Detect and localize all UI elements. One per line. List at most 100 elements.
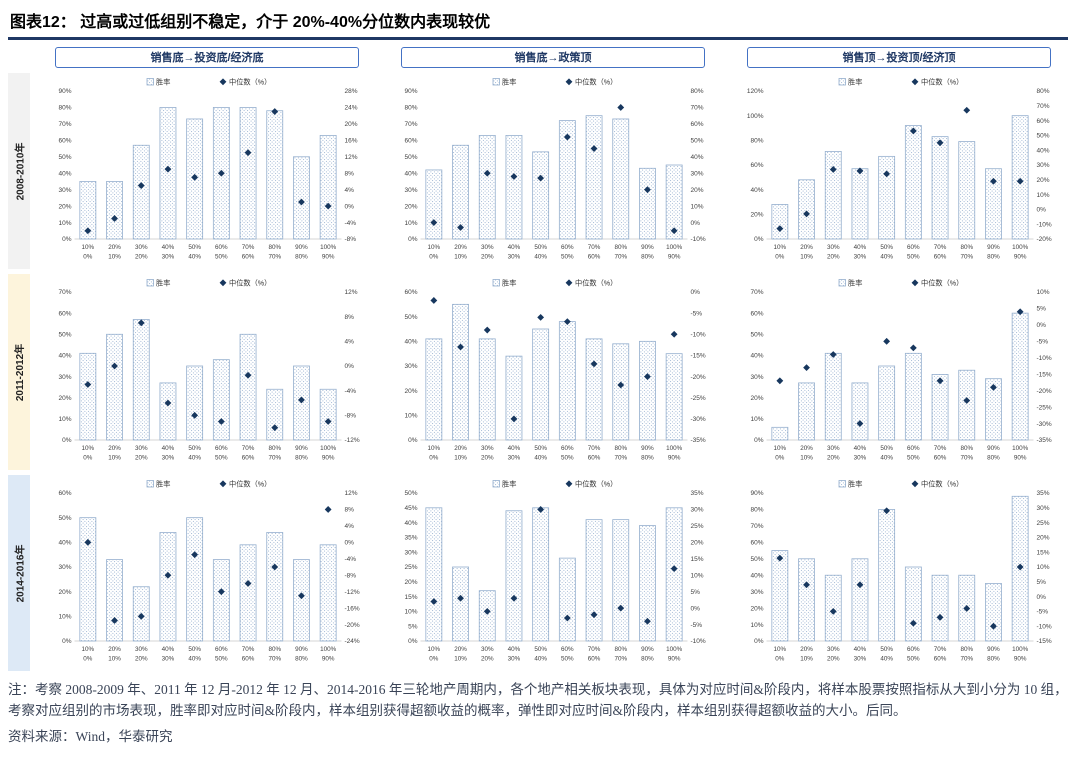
chart-svg: 0% 10% 20% 30% 40% 50% 60% -35% -30% -25% -20% -15%… xyxy=(404,279,706,462)
right-axis-tick: -5% xyxy=(1037,609,1049,616)
legend-win-rate-label: 胜率 xyxy=(848,279,862,288)
median-diamond xyxy=(430,297,438,304)
x-tick-top: 90% xyxy=(987,646,1000,653)
win-rate-bar xyxy=(931,374,949,441)
right-axis-tick: -20% xyxy=(345,622,360,629)
right-axis-tick: -30% xyxy=(691,416,706,423)
win-rate-bar xyxy=(904,352,922,441)
x-tick-top: 60% xyxy=(907,445,920,452)
median-diamond xyxy=(990,622,997,630)
left-axis-tick: 15% xyxy=(404,594,417,601)
x-tick-bottom: 10% xyxy=(108,455,121,462)
x-tick-bottom: 90% xyxy=(322,254,335,261)
win-rate-bar xyxy=(639,525,656,642)
chart-legend: 胜率 中位数（%） xyxy=(146,78,271,87)
median-diamond xyxy=(617,604,625,612)
x-tick-bottom: 30% xyxy=(854,455,867,462)
right-axis-tick: 8% xyxy=(345,314,355,321)
win-rate-bar xyxy=(186,365,204,441)
x-tick-top: 50% xyxy=(534,445,547,452)
right-axis-tick: -10% xyxy=(1037,355,1052,362)
legend-median-label: 中位数（%） xyxy=(575,480,617,489)
median-diamond xyxy=(324,202,332,210)
x-tick-top: 70% xyxy=(242,445,255,452)
x-tick-top: 90% xyxy=(641,445,654,452)
x-tick-top: 10% xyxy=(428,646,441,653)
x-tick-bottom: 30% xyxy=(162,254,175,261)
left-axis-tick: 40% xyxy=(750,187,763,194)
x-tick-bottom: 70% xyxy=(268,455,281,462)
right-axis-tick: 12% xyxy=(345,490,358,497)
win-rate-bar xyxy=(106,333,123,441)
win-rate-bar xyxy=(159,107,177,240)
x-tick-top: 30% xyxy=(827,244,840,251)
right-axis-tick: 20% xyxy=(1037,535,1050,542)
left-axis-tick: 40% xyxy=(750,572,763,579)
median-diamond xyxy=(776,554,784,562)
win-rate-bar xyxy=(212,359,230,441)
legend-median-label: 中位数（%） xyxy=(575,279,617,288)
x-tick-top: 90% xyxy=(987,445,1000,452)
win-rate-bar xyxy=(132,144,150,240)
right-axis-tick: 20% xyxy=(691,187,704,194)
x-tick-top: 50% xyxy=(880,244,893,251)
legend-bar-swatch xyxy=(492,78,500,86)
x-tick-bottom: 0% xyxy=(775,656,785,663)
x-tick-top: 50% xyxy=(188,244,201,251)
win-rate-bar xyxy=(558,557,576,642)
median-diamond xyxy=(164,165,172,173)
left-axis-tick: 40% xyxy=(404,520,417,527)
median-diamond xyxy=(617,381,625,389)
left-axis-tick: 5% xyxy=(408,623,418,630)
win-rate-bar xyxy=(319,388,337,441)
median-diamond xyxy=(563,318,571,325)
chart-legend: 胜率 中位数（%） xyxy=(492,279,617,288)
right-axis-tick: 0% xyxy=(1037,322,1047,329)
win-rate-bar xyxy=(505,135,523,240)
x-tick-bottom: 90% xyxy=(1014,656,1027,663)
x-tick-bottom: 80% xyxy=(295,455,308,462)
right-axis-tick: 25% xyxy=(1037,520,1050,527)
right-axis-tick: 60% xyxy=(691,121,704,128)
x-tick-bottom: 0% xyxy=(83,656,93,663)
right-axis-tick: -20% xyxy=(1037,236,1052,243)
x-tick-top: 80% xyxy=(614,244,627,251)
x-tick-top: 60% xyxy=(561,646,574,653)
median-diamond xyxy=(298,396,305,404)
chart-2011-2012-col3: 0% 10% 20% 30% 40% 50% 60% 70% -35% -30% -25% -20% -… xyxy=(730,274,1068,470)
x-tick-bottom: 70% xyxy=(614,254,627,261)
chart-legend: 胜率 中位数（%） xyxy=(838,279,963,288)
legend-diamond-swatch xyxy=(565,78,573,86)
win-rate-bar xyxy=(478,135,496,240)
x-tick-bottom: 30% xyxy=(508,254,521,261)
column-header-sales-bottom-policy: 销售底→政策顶 xyxy=(384,46,722,68)
x-tick-top: 70% xyxy=(934,646,947,653)
win-rate-bar xyxy=(878,509,896,642)
left-axis-tick: 60% xyxy=(58,138,71,145)
x-tick-bottom: 0% xyxy=(83,254,93,261)
row-label-2008-2010: 2008-2010年 xyxy=(8,73,30,269)
figure-source: 资料来源：Wind，华泰研究 xyxy=(8,728,173,744)
median-diamond xyxy=(137,182,145,189)
right-axis-tick: -20% xyxy=(1037,388,1052,395)
right-axis-tick: 10% xyxy=(1037,192,1050,199)
right-axis-tick: 0% xyxy=(691,605,701,612)
median-diamond xyxy=(590,611,598,619)
median-diamond xyxy=(936,377,944,385)
median-diamond xyxy=(111,617,118,624)
left-axis-tick: 80% xyxy=(404,105,417,112)
right-axis-tick: -8% xyxy=(345,236,357,243)
x-tick-top: 20% xyxy=(454,445,467,452)
x-tick-top: 100% xyxy=(320,445,337,452)
x-tick-top: 60% xyxy=(561,244,574,251)
x-tick-bottom: 90% xyxy=(1014,254,1027,261)
x-tick-top: 100% xyxy=(666,244,683,251)
right-axis-tick: -8% xyxy=(345,413,357,420)
win-rate-bar xyxy=(505,510,523,642)
x-tick-bottom: 90% xyxy=(322,656,335,663)
x-tick-bottom: 50% xyxy=(907,455,920,462)
right-axis-tick: -4% xyxy=(345,388,357,395)
chart-legend: 胜率 中位数（%） xyxy=(492,480,617,489)
right-axis-tick: 20% xyxy=(345,121,358,128)
right-axis-tick: 40% xyxy=(691,154,704,161)
